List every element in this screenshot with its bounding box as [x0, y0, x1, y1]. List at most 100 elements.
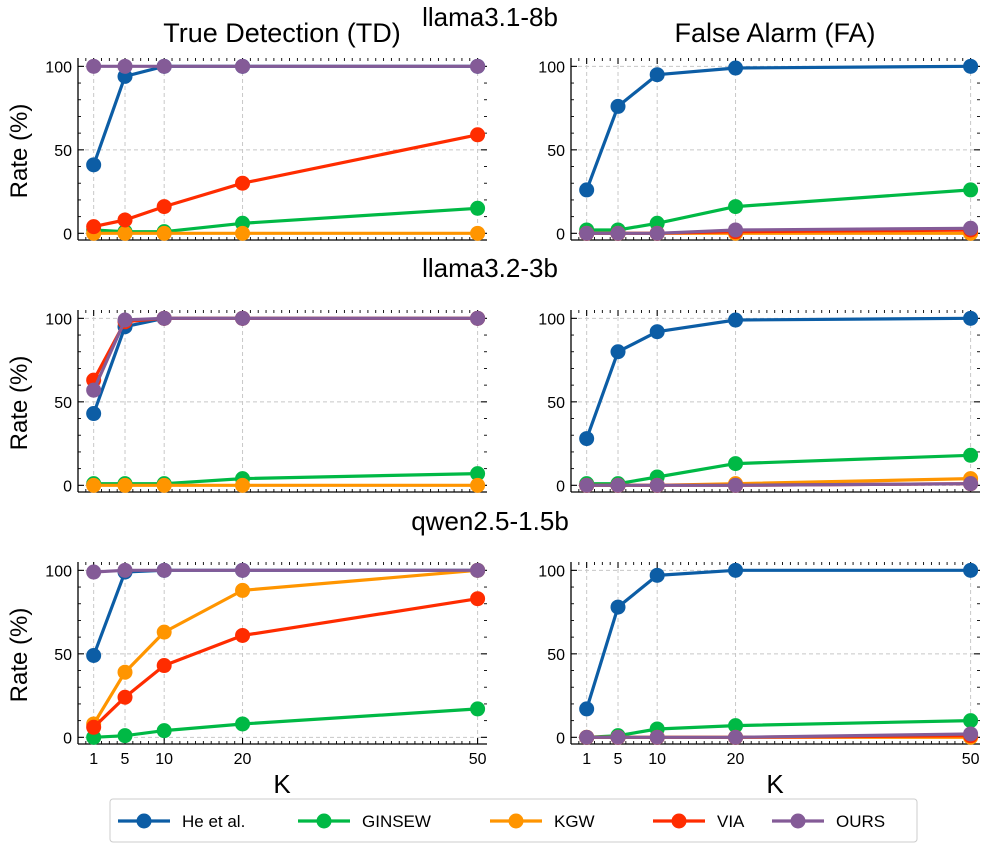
legend: He et al. GINSEW KGW VIA OURS	[109, 798, 918, 843]
x-axis-label-right: K	[766, 769, 784, 799]
y-tick-label-100: 100	[45, 311, 72, 328]
data-point-ours-k50	[963, 726, 979, 742]
y-axis-label-row2: Rate (%)	[6, 356, 33, 451]
y-tick-label-0: 0	[63, 226, 72, 243]
data-point-ours-k10	[649, 225, 665, 241]
y-tick-label-100: 100	[538, 311, 565, 328]
data-point-ours-k5	[610, 729, 626, 745]
data-point-ginsew-k5	[117, 728, 133, 744]
legend-label-ours: OURS	[836, 812, 885, 831]
data-point-ginsew-k20	[235, 716, 251, 732]
series-line-via-qwen2-5-1-5b-td	[92, 597, 480, 729]
data-point-ours-k20	[235, 58, 251, 74]
data-point-he-et-al-k1	[86, 648, 102, 664]
data-point-ours-k50	[963, 476, 979, 492]
data-point-kgw-k1	[86, 477, 102, 493]
model-title-qwen2-5-1-5b: qwen2.5-1.5b	[411, 506, 569, 536]
y-axis-label-row1: Rate (%)	[6, 104, 33, 199]
data-point-ours-k1	[579, 729, 595, 745]
data-point-ginsew-k20	[728, 718, 744, 734]
data-point-kgw-k20	[235, 225, 251, 241]
series-line-he-et-al-llama3-2-3b-fa	[585, 316, 973, 441]
data-point-ours-k10	[649, 729, 665, 745]
x-tick-label-50: 50	[469, 751, 487, 768]
x-tick-label-10: 10	[648, 751, 666, 768]
series-line-kgw-qwen2-5-1-5b-td	[92, 568, 480, 726]
data-point-ours-k1	[86, 58, 102, 74]
y-tick-label-50: 50	[547, 647, 565, 664]
data-point-ours-k20	[728, 477, 744, 493]
data-point-via-k5	[117, 212, 133, 228]
y-tick-label-0: 0	[556, 226, 565, 243]
data-point-kgw-k50	[470, 477, 486, 493]
data-point-via-k10	[156, 658, 172, 674]
x-tick-label-50: 50	[962, 751, 980, 768]
y-tick-label-50: 50	[547, 395, 565, 412]
data-point-he-et-al-k10	[649, 567, 665, 583]
series-line-ginsew-llama3-2-3b-td	[92, 472, 480, 486]
legend-label-via: VIA	[717, 812, 745, 831]
data-point-he-et-al-k5	[610, 344, 626, 360]
data-point-kgw-k5	[117, 225, 133, 241]
data-point-ours-k50	[470, 310, 486, 326]
legend-marker-ours	[790, 813, 806, 829]
model-title-llama3-1-8b: llama3.1-8b	[422, 2, 558, 32]
data-point-ours-k20	[235, 310, 251, 326]
data-point-ours-k20	[235, 562, 251, 578]
x-tick-label-5: 5	[121, 751, 130, 768]
data-point-ours-k20	[728, 222, 744, 238]
data-point-ginsew-k50	[470, 466, 486, 482]
panel-llama3-2-3b-fa: 0 50 100	[538, 310, 980, 495]
data-point-ours-k1	[579, 225, 595, 241]
y-tick-label-50: 50	[54, 395, 72, 412]
data-point-via-k5	[117, 689, 133, 705]
series-line-ours-qwen2-5-1-5b-td	[92, 568, 480, 574]
y-tick-label-50: 50	[547, 143, 565, 160]
series-line-ours-llama3-2-3b-td	[92, 316, 480, 392]
x-tick-label-20: 20	[727, 751, 745, 768]
data-point-via-k1	[86, 719, 102, 735]
y-tick-label-0: 0	[63, 730, 72, 747]
legend-marker-he-et-al	[136, 813, 152, 829]
data-point-ours-k10	[649, 477, 665, 493]
data-point-ginsew-k50	[963, 713, 979, 729]
series-line-ginsew-qwen2-5-1-5b-td	[92, 707, 480, 739]
series-line-via-llama3-2-3b-td	[92, 316, 480, 382]
data-point-kgw-k20	[235, 477, 251, 493]
panel-llama3-1-8b-td: 0 50 100	[45, 58, 487, 243]
data-point-ginsew-k50	[963, 182, 979, 198]
panel-llama3-2-3b-td: 0 50 100	[45, 310, 487, 495]
panel-llama3-1-8b-fa: 0 50 100	[538, 58, 980, 243]
data-point-ginsew-k20	[728, 456, 744, 472]
data-point-ours-k5	[117, 58, 133, 74]
legend-label-he-et-al: He et al.	[182, 812, 245, 831]
y-tick-label-0: 0	[63, 478, 72, 495]
x-tick-label-1: 1	[89, 751, 98, 768]
y-tick-label-0: 0	[556, 730, 565, 747]
data-point-ours-k5	[117, 562, 133, 578]
data-point-ours-k50	[963, 220, 979, 236]
data-point-ours-k10	[156, 310, 172, 326]
data-point-ours-k5	[610, 477, 626, 493]
data-point-he-et-al-k1	[579, 431, 595, 447]
legend-label-ginsew: GINSEW	[362, 812, 431, 831]
y-tick-label-50: 50	[54, 647, 72, 664]
data-point-ours-k10	[156, 58, 172, 74]
series-line-he-et-al-llama3-2-3b-td	[92, 316, 480, 416]
data-point-he-et-al-k50	[963, 562, 979, 578]
data-point-kgw-k20	[235, 582, 251, 598]
data-point-he-et-al-k1	[579, 701, 595, 717]
data-point-he-et-al-k50	[963, 310, 979, 326]
x-axis-label-left: K	[273, 769, 291, 799]
data-point-he-et-al-k1	[579, 182, 595, 198]
y-tick-label-50: 50	[54, 143, 72, 160]
legend-marker-via	[671, 813, 687, 829]
data-point-he-et-al-k5	[610, 599, 626, 615]
data-point-via-k20	[235, 627, 251, 643]
data-point-he-et-al-k20	[728, 562, 744, 578]
data-point-kgw-k10	[156, 477, 172, 493]
y-tick-label-100: 100	[538, 563, 565, 580]
data-point-ginsew-k20	[728, 199, 744, 215]
data-point-ours-k20	[728, 729, 744, 745]
